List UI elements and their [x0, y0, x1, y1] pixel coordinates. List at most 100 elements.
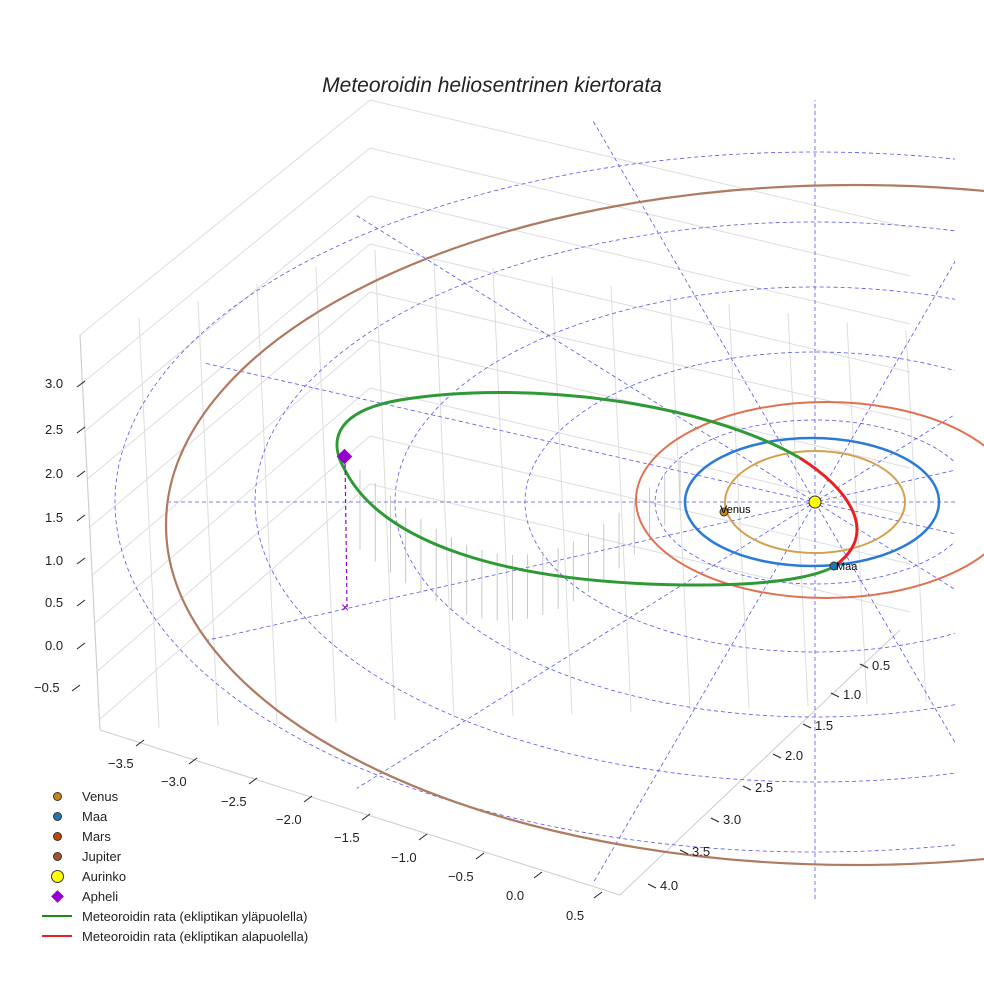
meteoroid-orbit-below — [799, 456, 859, 569]
y-tick-label: 3.0 — [723, 812, 741, 827]
z-tick-label: 0.5 — [45, 595, 63, 610]
y-tick-label: 3.5 — [692, 844, 710, 859]
tick-labels: −3.5 −3.0 −2.5 −2.0 −1.5 −1.0 −0.5 0.0 0.5 0.5 1.0… — [34, 376, 890, 923]
x-tick-mark — [533, 871, 543, 879]
back-wall-gridline — [369, 483, 911, 613]
side-wall-gridline — [99, 483, 371, 720]
back-wall-gridline — [369, 147, 911, 277]
y-tick-mark — [830, 692, 840, 698]
back-wall-gridline — [315, 266, 337, 723]
legend-marker — [36, 889, 78, 903]
back-wall-gridline — [433, 258, 455, 719]
x-tick-label: −3.5 — [108, 756, 134, 771]
legend-label: Mars — [82, 828, 111, 844]
x-tick-mark — [418, 833, 428, 841]
side-wall-gridline — [84, 195, 371, 432]
x-tick-label: −1.0 — [391, 850, 417, 865]
y-tick-label: 4.0 — [660, 878, 678, 893]
x-tick-mark — [303, 795, 313, 803]
x-tick-mark — [135, 739, 145, 747]
z-tick-label: 2.5 — [45, 422, 63, 437]
side-wall-gridline — [89, 291, 371, 528]
aphelion-drop-line — [344, 456, 348, 608]
earth-marker — [829, 561, 839, 571]
back-wall-gridline — [256, 283, 278, 725]
side-wall-gridline — [79, 99, 371, 336]
legend-label: Venus — [82, 788, 119, 804]
z-tick-mark — [71, 684, 81, 692]
legend-marker — [36, 915, 78, 917]
y-tick-mark — [679, 849, 689, 855]
ecliptic-circle — [114, 151, 955, 853]
mars-orbit — [635, 401, 984, 599]
x-axis-line — [99, 729, 621, 896]
y-tick-mark — [859, 663, 869, 669]
legend-marker — [36, 869, 78, 883]
axes-grid — [79, 99, 927, 896]
z-tick-label: 1.5 — [45, 510, 63, 525]
back-wall-gridline — [846, 321, 868, 705]
y-tick-mark — [802, 723, 812, 729]
earth-orbit — [683, 436, 941, 568]
side-wall-gridline — [97, 435, 371, 672]
legend-marker — [36, 935, 78, 937]
y-tick-label: 2.0 — [785, 748, 803, 763]
aphelion-projection-marker: × — [341, 599, 349, 615]
legend-item: Jupiter — [36, 846, 308, 866]
y-tick-label: 2.5 — [755, 780, 773, 795]
y-tick-mark — [772, 753, 782, 759]
side-wall-gridline — [94, 387, 371, 624]
back-wall-gridline — [369, 387, 911, 517]
y-tick-label: 1.0 — [843, 687, 861, 702]
x-tick-label: −0.5 — [448, 869, 474, 884]
z-tick-label: 2.0 — [45, 466, 63, 481]
venus-orbit — [724, 450, 906, 554]
earth-label: Maa — [836, 561, 858, 573]
y-tick-mark — [742, 785, 752, 791]
x-tick-label: −3.0 — [161, 774, 187, 789]
legend-item: Meteoroidin rata (ekliptikan yläpuolella… — [36, 906, 308, 926]
legend-item: Apheli — [36, 886, 308, 906]
z-tick-label: −0.5 — [34, 680, 60, 695]
venus-marker — [719, 507, 729, 517]
x-tick-label: −2.0 — [276, 812, 302, 827]
chart-title: Meteoroidin heliosentrinen kiertorata — [322, 74, 662, 97]
y-tick-mark — [710, 817, 720, 823]
legend-label: Meteoroidin rata (ekliptikan alapuolella… — [82, 928, 309, 944]
back-wall-gridline — [610, 285, 632, 713]
aphelion-marker — [336, 448, 353, 465]
sun-marker — [808, 495, 822, 509]
z-tick-label: 1.0 — [45, 553, 63, 568]
side-wall-gridline — [87, 243, 371, 480]
y-tick-mark — [647, 883, 657, 889]
legend-marker — [36, 811, 78, 821]
z-tick-label: 3.0 — [45, 376, 63, 391]
back-wall-gridline — [197, 300, 219, 727]
back-wall-gridline — [138, 317, 160, 729]
back-wall-gridline — [492, 267, 514, 717]
drop-lines — [359, 460, 681, 621]
back-wall-gridline — [551, 276, 573, 715]
legend: Venus Maa Mars Jupiter Aurinko Apheli Meteoroi… — [36, 786, 308, 946]
legend-marker — [36, 851, 78, 861]
legend-label: Apheli — [82, 888, 119, 904]
back-wall-gridline — [787, 312, 809, 707]
z-tick-label: 0.0 — [45, 638, 63, 653]
x-tick-label: −2.5 — [221, 794, 247, 809]
back-wall-gridline — [369, 291, 911, 421]
z-axis-line — [79, 334, 101, 731]
legend-label: Maa — [82, 808, 108, 824]
legend-item: Mars — [36, 826, 308, 846]
legend-item: Meteoroidin rata (ekliptikan alapuolella… — [36, 926, 308, 946]
x-tick-mark — [593, 891, 603, 899]
jupiter-orbit — [165, 184, 984, 866]
x-tick-mark — [361, 813, 371, 821]
y-tick-label: 1.5 — [815, 718, 833, 733]
z-tick-mark — [76, 426, 86, 434]
back-wall-gridline — [369, 435, 911, 565]
back-wall-gridline — [728, 303, 750, 709]
z-tick-mark — [76, 599, 86, 607]
back-wall-gridline — [369, 99, 911, 229]
back-wall-gridline — [369, 243, 911, 373]
